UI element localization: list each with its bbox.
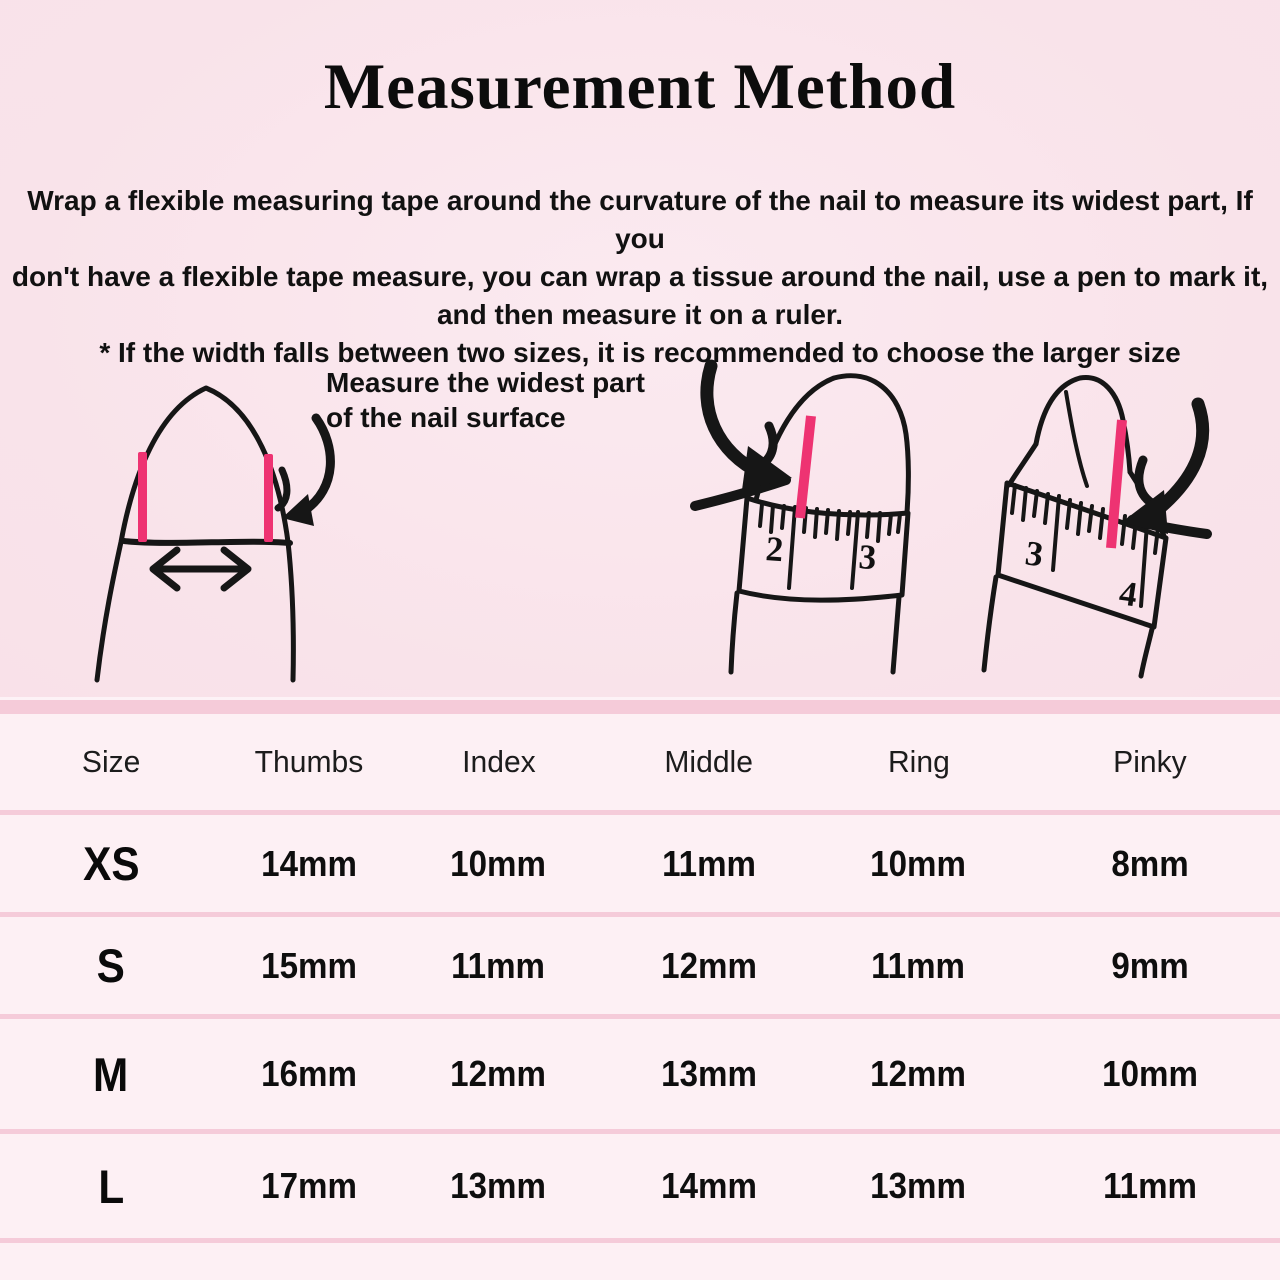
- value-cell: 11mm: [451, 944, 546, 986]
- instructions-line-2: don't have a flexible tape measure, you …: [11, 261, 1269, 292]
- value-cell: 12mm: [870, 1053, 967, 1094]
- table-row-l: L 17mm 13mm 14mm 13mm 11mm: [0, 1134, 1280, 1238]
- header-pinky: Pinky: [1113, 744, 1187, 779]
- width-double-arrow: [149, 546, 252, 592]
- row-separator: [0, 1014, 1280, 1019]
- header-middle: Middle: [664, 744, 754, 779]
- measurement-diagrams: Measure the widest part of the nail surf…: [94, 359, 1212, 683]
- table-header-row: Size Thumbs Index Middle Ring Pinky: [0, 714, 1280, 810]
- header-thumbs: Thumbs: [254, 744, 364, 779]
- fingertip-outline: [753, 373, 911, 515]
- instructions-text: Wrap a flexible measuring tape around th…: [0, 182, 1280, 372]
- tape-band: [736, 495, 911, 603]
- finger-lower-outline: [981, 574, 1155, 679]
- header-ring: Ring: [887, 744, 950, 779]
- value-cell: 11mm: [871, 944, 966, 986]
- pointer-arrow-hook: [274, 466, 291, 512]
- size-label: S: [96, 939, 126, 992]
- table-top-band: [0, 697, 1280, 714]
- ruler-number: 4: [1117, 573, 1140, 614]
- value-cell: 13mm: [870, 1165, 967, 1206]
- tape-tick-marks: [758, 502, 902, 590]
- value-cell: 11mm: [1103, 1165, 1197, 1206]
- pointer-arrow-head: [1122, 490, 1168, 534]
- finger-lower-outline: [728, 590, 902, 675]
- pointer-arrow-swoosh: [690, 475, 791, 511]
- instructions-line-1: Wrap a flexible measuring tape around th…: [27, 185, 1253, 254]
- table-row-xs: XS 14mm 10mm 11mm 10mm 8mm: [0, 815, 1280, 912]
- size-label: L: [98, 1159, 124, 1213]
- pointer-arrow-head: [742, 446, 792, 490]
- fingertip-outline: [1033, 375, 1133, 475]
- row-separator: [0, 1129, 1280, 1134]
- value-cell: 12mm: [661, 944, 757, 986]
- nail-inner-edge: [1064, 390, 1089, 488]
- instructions-note: * If the width falls between two sizes, …: [99, 337, 1181, 368]
- header-index: Index: [461, 744, 536, 779]
- value-cell: 9mm: [1111, 944, 1189, 986]
- value-cell: 13mm: [450, 1165, 547, 1206]
- value-cell: 11mm: [662, 842, 756, 884]
- nail-width-marker-right: [264, 454, 273, 542]
- value-cell: 8mm: [1111, 842, 1189, 884]
- size-table: Size Thumbs Index Middle Ring Pinky XS 1…: [0, 697, 1280, 1280]
- diagram-caption-line-1: Measure the widest part: [326, 367, 645, 398]
- nail-width-marker-left: [138, 452, 147, 542]
- row-separator: [0, 810, 1280, 815]
- pointer-arrow-curve: [299, 413, 335, 516]
- table-footer-strip: [0, 1243, 1280, 1280]
- tape-measure-diagram-2: 3 4: [981, 375, 1212, 679]
- value-cell: 10mm: [870, 842, 967, 884]
- nail-width-mark-line: [1106, 419, 1127, 549]
- nail-base-line: [121, 538, 293, 546]
- tape-band: [995, 480, 1169, 630]
- finger-outline: [94, 385, 296, 683]
- table-row-m: M 16mm 12mm 13mm 12mm 10mm: [0, 1019, 1280, 1129]
- ruler-number: 3: [857, 537, 877, 577]
- ruler-number: 2: [764, 529, 784, 569]
- table-row-s: S 15mm 11mm 12mm 11mm 9mm: [0, 917, 1280, 1014]
- value-cell: 14mm: [261, 842, 357, 884]
- finger-side-left: [1006, 441, 1039, 488]
- finger-front-diagram: Measure the widest part of the nail surf…: [94, 367, 645, 683]
- value-cell: 14mm: [661, 1165, 757, 1206]
- value-cell: 17mm: [261, 1165, 357, 1206]
- ruler-number: 3: [1023, 533, 1046, 574]
- row-separator: [0, 912, 1280, 917]
- value-cell: 15mm: [261, 944, 357, 986]
- size-label: XS: [82, 837, 140, 890]
- value-cell: 10mm: [450, 842, 547, 884]
- tape-measure-diagram-1: 2 3: [690, 359, 911, 675]
- instructions-line-3: and then measure it on a ruler.: [436, 299, 844, 330]
- size-label: M: [93, 1047, 129, 1101]
- value-cell: 16mm: [261, 1053, 357, 1094]
- header-size: Size: [81, 744, 141, 779]
- row-separator: [0, 1238, 1280, 1243]
- diagram-caption-line-2: of the nail surface: [326, 402, 566, 433]
- value-cell: 12mm: [450, 1053, 547, 1094]
- value-cell: 13mm: [661, 1053, 757, 1094]
- pointer-arrow-head: [282, 494, 314, 526]
- nail-width-mark-line: [795, 415, 816, 519]
- page-title: Measurement Method: [323, 51, 957, 123]
- value-cell: 10mm: [1102, 1053, 1198, 1094]
